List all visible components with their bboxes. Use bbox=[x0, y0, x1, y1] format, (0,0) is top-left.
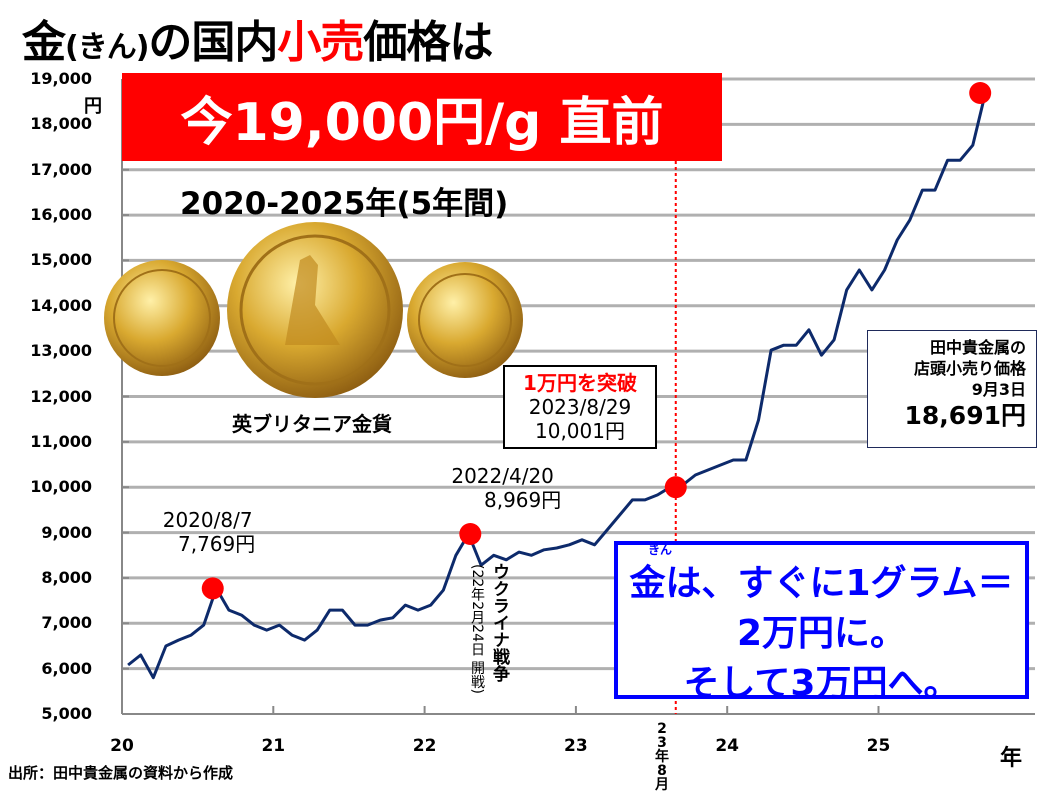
y-tick-label: 9,000 bbox=[41, 522, 92, 542]
ruby-text: きん bbox=[648, 543, 673, 557]
latest-price-box: 田中貴金属の 店頭小売り価格 9月3日 18,691円 bbox=[867, 330, 1037, 448]
headline-banner: 今19,000円/g 直前 bbox=[122, 73, 722, 161]
y-tick-label: 18,000 bbox=[30, 114, 92, 134]
highlight-marker bbox=[969, 82, 992, 105]
message-line-2: 2万円に。 bbox=[736, 613, 907, 654]
period-subtitle: 2020-2025年(5年間) bbox=[180, 186, 509, 222]
y-tick-label: 16,000 bbox=[30, 205, 92, 225]
aug-2023-label: 23年8月 bbox=[655, 721, 669, 793]
y-tick-label: 17,000 bbox=[30, 159, 92, 179]
annotation-2020-peak: 2020/8/7 7,769円 bbox=[162, 508, 256, 556]
annotation-10000-breakthrough: 1万円を突破 2023/8/29 10,001円 bbox=[503, 365, 657, 449]
x-tick-label: 21 bbox=[261, 736, 286, 756]
coin-caption: 英ブリタニア金貨 bbox=[232, 412, 392, 436]
y-tick-label: 10,000 bbox=[30, 477, 92, 497]
y-tick-label: 14,000 bbox=[30, 295, 92, 315]
philharmonic-coin-icon bbox=[407, 262, 523, 378]
ukraine-war-note: (22年2月24日 開戦) bbox=[469, 564, 485, 694]
y-axis-unit: 円 bbox=[84, 96, 102, 117]
panda-coin-icon bbox=[104, 260, 220, 376]
message-line-1: 金は、すぐに1グラム＝ bbox=[629, 563, 1014, 604]
forecast-message-box: きん 金は、すぐに1グラム＝ 2万円に。 そして3万円へ。 bbox=[614, 541, 1029, 704]
x-axis-unit: 年 bbox=[1000, 746, 1023, 771]
y-tick-label: 19,000 bbox=[30, 69, 92, 88]
x-tick-label: 22 bbox=[412, 736, 437, 756]
y-tick-label: 5,000 bbox=[41, 704, 92, 723]
y-tick-label: 11,000 bbox=[30, 431, 92, 451]
y-tick-label: 15,000 bbox=[30, 250, 92, 270]
y-tick-label: 7,000 bbox=[41, 613, 92, 633]
x-tick-label: 20 bbox=[110, 736, 134, 756]
ukraine-war-label: ウクライナ戦争 bbox=[489, 563, 509, 682]
highlight-marker bbox=[201, 577, 224, 600]
source-note: 出所：田中貴金属の資料から作成 bbox=[8, 764, 234, 782]
y-tick-label: 6,000 bbox=[41, 658, 92, 678]
x-tick-label: 23 bbox=[564, 736, 588, 756]
message-line-3: そして3万円へ。 bbox=[683, 663, 960, 704]
y-tick-label: 8,000 bbox=[41, 567, 92, 587]
highlight-marker bbox=[459, 522, 482, 545]
gold-coins-image bbox=[104, 222, 523, 398]
x-tick-label: 24 bbox=[715, 736, 740, 756]
y-tick-label: 12,000 bbox=[30, 386, 92, 406]
y-tick-label: 13,000 bbox=[30, 341, 92, 361]
x-tick-label: 25 bbox=[866, 736, 891, 756]
annotation-2022-peak: 2022/4/20 8,969円 bbox=[451, 464, 562, 512]
price-line bbox=[127, 92, 987, 680]
page-title: 金(きん)の国内小売価格は bbox=[22, 17, 493, 68]
highlight-marker bbox=[664, 476, 687, 499]
